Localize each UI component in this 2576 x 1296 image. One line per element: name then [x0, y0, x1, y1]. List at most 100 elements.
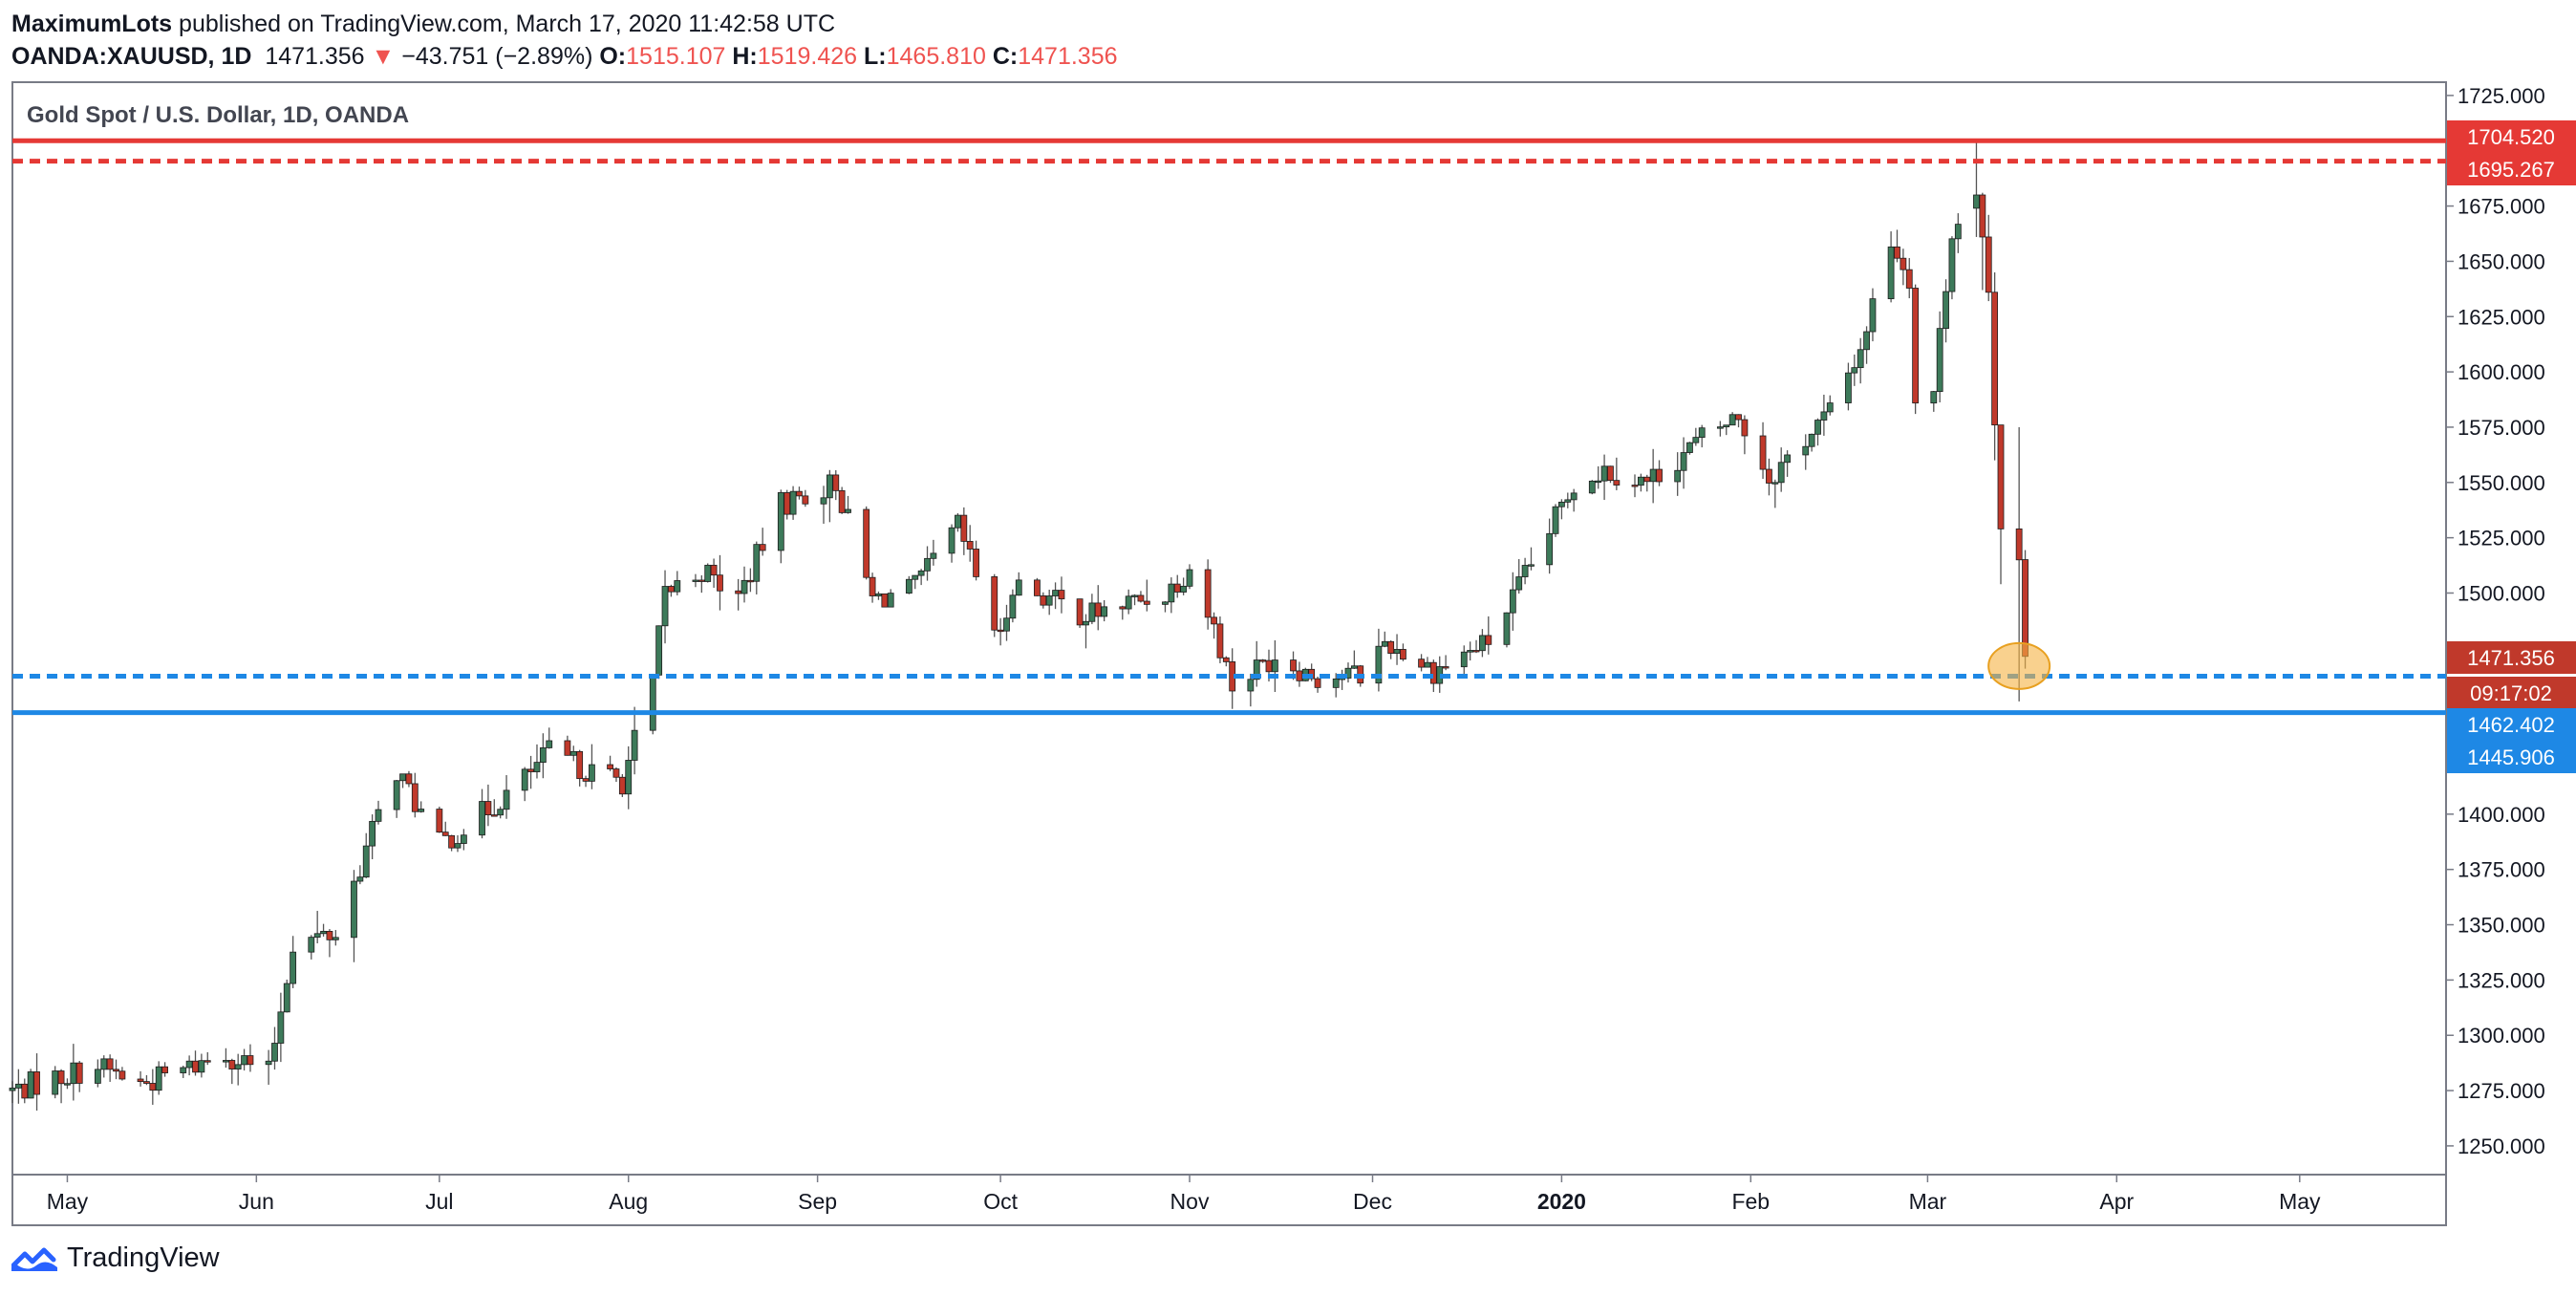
- candle-body: [192, 1060, 199, 1073]
- candle-body: [490, 814, 498, 817]
- candle-body: [399, 773, 406, 782]
- candle-body: [1808, 433, 1815, 447]
- high-label: H:: [732, 43, 758, 70]
- time-tick-label: Nov: [1170, 1189, 1210, 1214]
- time-tick-label: Feb: [1731, 1189, 1770, 1214]
- price-tick-label: 1325.000: [2458, 968, 2545, 992]
- candle-body: [1979, 194, 1986, 238]
- candle-body: [118, 1070, 126, 1080]
- time-tick-label: May: [47, 1189, 89, 1214]
- candle-body: [649, 674, 656, 731]
- candle-body: [1052, 590, 1059, 596]
- price-axis[interactable]: 1725.0001700.0001675.0001650.0001625.000…: [2446, 84, 2545, 1158]
- candle-body: [277, 1011, 285, 1044]
- candle-body: [1557, 501, 1565, 508]
- change-value: −43.751 (−2.89%): [401, 43, 593, 70]
- candle-body: [917, 570, 925, 576]
- candle-body: [1845, 372, 1852, 403]
- resistance-label-1-bg: [2447, 120, 2576, 153]
- candle-body: [234, 1064, 242, 1069]
- candle-body: [1429, 661, 1437, 684]
- candle-body: [418, 809, 425, 812]
- candle-body: [698, 579, 705, 582]
- highlight-ellipse[interactable]: [1987, 641, 2051, 690]
- candle-body: [94, 1069, 101, 1084]
- candle-body: [143, 1081, 150, 1084]
- support-label-2-bg: [2447, 741, 2576, 773]
- candle-body: [52, 1070, 59, 1095]
- candle-body: [1600, 465, 1608, 482]
- candle-body: [14, 1083, 22, 1089]
- candle-body: [1991, 292, 1999, 426]
- candle-body: [1467, 650, 1474, 653]
- candles-group: [9, 141, 2029, 1112]
- symbol-label[interactable]: OANDA:XAUUSD, 1D: [11, 43, 252, 70]
- price-chart[interactable]: Gold Spot / U.S. Dollar, 1D, OANDA 1725.…: [0, 0, 2576, 1233]
- countdown-label-bg: [2447, 677, 2576, 709]
- candle-body: [70, 1062, 77, 1085]
- candle-body: [1204, 569, 1212, 618]
- candle-body: [1479, 635, 1486, 652]
- time-axis[interactable]: May Jun Jul Aug Sep Oct Nov Dec 2020 Feb Mar Apr May: [47, 1175, 2321, 1214]
- candle-body: [405, 773, 413, 785]
- price-tick-label: 1250.000: [2458, 1134, 2545, 1158]
- candle-body: [351, 880, 357, 939]
- candle-body: [753, 544, 761, 582]
- candle-body: [863, 508, 870, 578]
- candle-body: [1887, 246, 1895, 300]
- candle-body: [746, 579, 754, 583]
- candle-body: [1728, 414, 1736, 426]
- candle-body: [777, 492, 784, 551]
- candle-body: [369, 820, 376, 847]
- candle-body: [21, 1083, 29, 1099]
- candle-body: [924, 557, 931, 572]
- candle-body: [948, 527, 955, 554]
- candle-body: [1418, 659, 1425, 668]
- candle-body: [1375, 645, 1383, 684]
- candle-body: [1631, 485, 1639, 487]
- candle-body: [789, 490, 797, 515]
- candle-body: [198, 1060, 205, 1073]
- candle-body: [436, 809, 443, 833]
- footer-brand[interactable]: TradingView: [11, 1242, 220, 1274]
- candle-body: [1083, 620, 1089, 626]
- candle-body: [393, 780, 400, 810]
- candle-body: [2022, 559, 2029, 658]
- price-tick-label: 1275.000: [2458, 1079, 2545, 1103]
- candle-body: [326, 931, 333, 940]
- candle-body: [631, 729, 638, 761]
- candle-body: [75, 1062, 83, 1084]
- candle-body: [33, 1071, 40, 1095]
- candle-body: [241, 1055, 247, 1066]
- candle-body: [1119, 606, 1127, 610]
- level-lines[interactable]: [12, 138, 2446, 716]
- candle-body: [1186, 569, 1193, 587]
- candle-body: [717, 574, 723, 592]
- candle-body: [375, 809, 382, 822]
- last-price-label: 1471.356: [2467, 646, 2555, 670]
- candle-body: [1936, 328, 1943, 393]
- time-tick-label: Jun: [239, 1189, 274, 1214]
- publisher-name[interactable]: MaximumLots: [11, 11, 173, 37]
- candle-body: [1472, 650, 1480, 653]
- candle-body: [1943, 291, 1949, 330]
- candle-body: [533, 762, 541, 772]
- candle-body: [1137, 594, 1145, 602]
- candle-body: [1393, 649, 1401, 654]
- candle-body: [1381, 640, 1388, 647]
- chart-header: MaximumLots published on TradingView.com…: [11, 8, 1118, 73]
- time-tick-label: 2020: [1537, 1189, 1586, 1214]
- candle-body: [1674, 469, 1682, 483]
- candle-body: [113, 1069, 119, 1072]
- candle-body: [625, 760, 633, 795]
- candle-body: [869, 576, 876, 596]
- candle-body: [607, 764, 613, 769]
- time-tick-label: Aug: [609, 1189, 648, 1214]
- resistance-label-1: 1704.520: [2467, 125, 2555, 149]
- candle-body: [1784, 454, 1791, 464]
- candle-body: [668, 586, 675, 593]
- candle-body: [576, 750, 584, 780]
- candle-body: [1814, 420, 1821, 435]
- candle-body: [1698, 427, 1706, 439]
- candle-body: [796, 490, 803, 497]
